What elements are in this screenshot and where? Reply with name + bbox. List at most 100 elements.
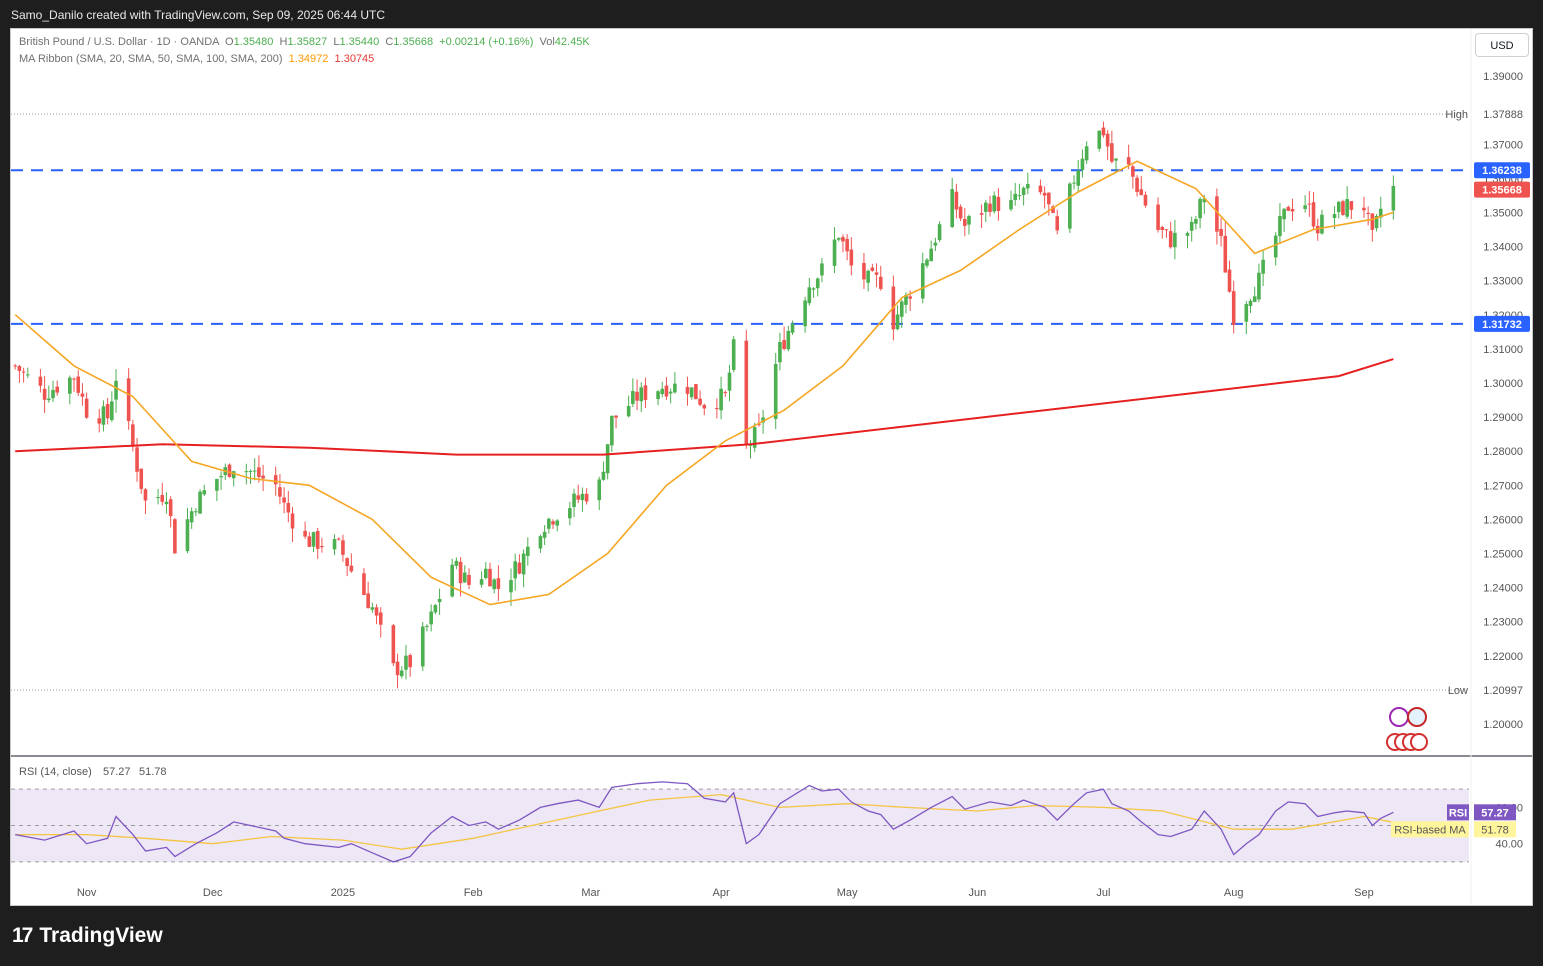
candle-body — [429, 611, 433, 625]
candle-body — [782, 340, 786, 349]
candle-body — [185, 519, 190, 552]
candle-body — [584, 493, 589, 502]
candle-body — [803, 300, 807, 327]
candle-body — [715, 408, 719, 410]
candle-body — [1282, 208, 1286, 220]
candle-body — [105, 404, 110, 419]
open-label: O — [225, 36, 234, 48]
candle-body — [1194, 218, 1198, 224]
rsi-ma-tag-label: RSI-based MA — [1394, 824, 1466, 836]
candle-body — [399, 670, 404, 677]
tradingview-brand: 17 TradingView — [12, 924, 163, 948]
chart-canvas[interactable]: 1.390001.370001.360001.350001.340001.330… — [11, 29, 1533, 906]
candle-body — [899, 301, 904, 317]
candle-body — [345, 558, 349, 567]
candle-body — [139, 468, 144, 489]
vol-value: 42.45K — [554, 36, 590, 48]
candle-body — [1362, 207, 1366, 211]
candle-body — [1248, 300, 1253, 306]
candle-body — [488, 568, 492, 587]
candle-body — [1042, 192, 1047, 196]
candle-body — [1135, 177, 1139, 192]
candle-body — [1315, 225, 1320, 234]
candle-body — [374, 607, 379, 616]
candle-body — [1068, 183, 1072, 229]
candle-body — [257, 467, 261, 478]
candle-body — [601, 471, 606, 480]
candle-body — [962, 219, 967, 226]
candle-body — [845, 238, 849, 252]
candle-body — [51, 389, 55, 399]
time-axis-label: Sep — [1354, 887, 1374, 899]
candle-body — [219, 476, 223, 478]
candle-body — [1173, 232, 1177, 248]
candle-body — [820, 263, 824, 276]
sma-200-line — [15, 358, 1394, 456]
attribution-bar: Samo_Danilo created with TradingView.com… — [0, 0, 1543, 28]
level-price-tag-text: 1.31732 — [1482, 319, 1522, 331]
candle-body — [572, 493, 576, 508]
candle-body — [194, 511, 198, 513]
candle-body — [1345, 199, 1349, 217]
candle-body — [752, 427, 757, 448]
candle-body — [336, 538, 341, 540]
candle-body — [282, 497, 286, 503]
candle-body — [660, 388, 665, 395]
candle-body — [1168, 231, 1173, 248]
candle-body — [950, 189, 954, 228]
time-axis-label: Jul — [1096, 887, 1110, 899]
current-price-tag-text: 1.35668 — [1482, 185, 1522, 197]
candle-body — [1257, 272, 1261, 300]
low-marker-value: 1.20997 — [1483, 685, 1523, 697]
candle-body — [467, 574, 471, 585]
candle-body — [1349, 201, 1354, 210]
rsi-ma-tag-label-box — [1391, 821, 1469, 838]
candle-body — [290, 513, 295, 529]
time-axis-label: Mar — [581, 887, 600, 899]
candle-body — [1051, 206, 1055, 213]
price-axis-label: 1.30000 — [1483, 378, 1523, 390]
candle-body — [1290, 208, 1295, 212]
time-axis-label: Aug — [1224, 887, 1244, 899]
candle-body — [101, 406, 106, 425]
candle-body — [513, 561, 518, 579]
candle-body — [1374, 216, 1379, 229]
candle-body — [862, 262, 866, 280]
us-flag-event-icon — [1410, 733, 1428, 751]
candle-body — [1286, 206, 1291, 211]
candle-body — [454, 560, 459, 566]
chart-frame[interactable]: 1.39000 1.37000 1.36000 1.35000 1.34000 1.330… — [10, 28, 1533, 906]
candle-body — [1143, 194, 1148, 206]
rsi-legend-value: 57.27 — [103, 766, 131, 778]
price-axis-label: 1.28000 — [1483, 446, 1523, 458]
candle-body — [1231, 291, 1236, 325]
candle-body — [988, 203, 992, 212]
candle-body — [68, 377, 72, 394]
candle-body — [341, 540, 345, 555]
candle-body — [849, 249, 854, 266]
candle-body — [97, 418, 102, 424]
candle-body — [1303, 205, 1307, 209]
candle-body — [1219, 229, 1223, 236]
candle-body — [1160, 226, 1165, 230]
change-value: +0.00214 (+0.16%) — [439, 36, 534, 48]
price-axis-label: 1.20000 — [1483, 719, 1523, 731]
candle-body — [1009, 200, 1013, 210]
candle-body — [1370, 213, 1375, 230]
candle-body — [496, 578, 501, 589]
candle-body — [967, 216, 971, 225]
candle-body — [954, 191, 959, 210]
candle-body — [1013, 193, 1018, 201]
currency-button[interactable]: USD — [1475, 33, 1529, 57]
candle-body — [614, 415, 618, 418]
candle-body — [1215, 196, 1219, 232]
close-value: 1.35668 — [393, 36, 434, 48]
candle-body — [164, 501, 169, 505]
candle-body — [215, 478, 219, 491]
candle-body — [450, 564, 454, 597]
candle-body — [408, 655, 412, 668]
candle-body — [547, 518, 551, 529]
candle-body — [580, 493, 585, 501]
candle-body — [1273, 235, 1278, 258]
candle-body — [870, 267, 875, 271]
